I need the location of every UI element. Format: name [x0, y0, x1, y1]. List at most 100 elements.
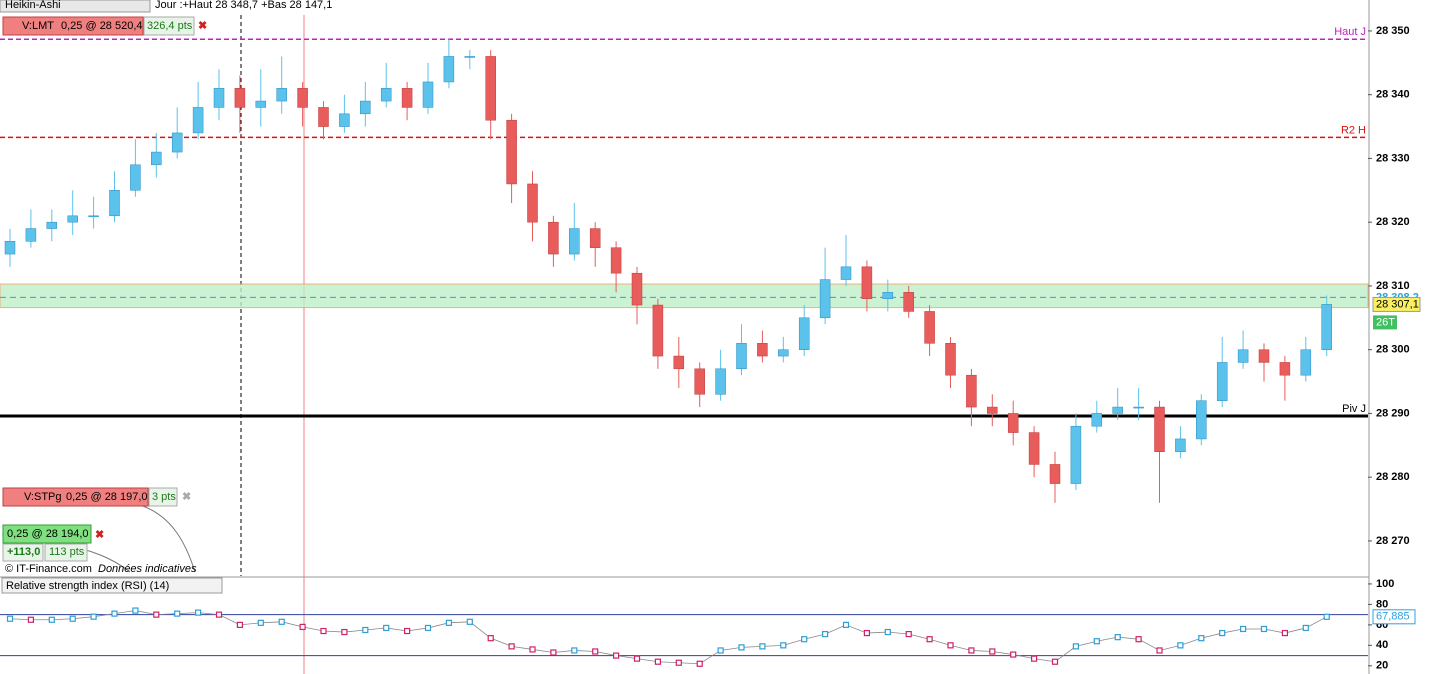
- y-tick-label: 28 320: [1376, 216, 1410, 228]
- connector: [139, 504, 196, 573]
- rsi-point: [1323, 613, 1330, 620]
- candle-body: [1216, 362, 1228, 401]
- y-tick-label: 100: [1376, 578, 1394, 590]
- rsi-point: [48, 616, 55, 623]
- candle-body: [1133, 406, 1144, 409]
- rsi-point: [111, 610, 118, 617]
- candle-body: [819, 279, 831, 319]
- candle-body: [778, 349, 789, 357]
- rsi-point: [1156, 647, 1163, 654]
- candle-body: [945, 343, 956, 376]
- y-tick-label: 28 340: [1376, 89, 1410, 101]
- candle-body: [694, 368, 705, 395]
- rsi-title-box: [1, 577, 223, 594]
- candle-body: [88, 215, 99, 218]
- rsi-point: [341, 628, 348, 636]
- rsi-point: [654, 658, 662, 665]
- candle-body: [798, 317, 810, 350]
- rsi-point: [696, 660, 703, 667]
- rsi-point: [759, 643, 766, 650]
- y-tick-label: 28 350: [1376, 25, 1410, 37]
- rsi-point: [174, 610, 181, 617]
- rsi-point: [1219, 629, 1226, 637]
- candle-body: [631, 272, 643, 306]
- candle-body: [1196, 400, 1207, 440]
- pts-box: [143, 16, 195, 36]
- rsi-point: [926, 636, 933, 643]
- candle-body: [1049, 464, 1061, 484]
- order-side: V:STPg: [24, 491, 62, 503]
- candle-body: [987, 406, 998, 414]
- plot: 28 350 28 340 28 330 28 320 28 310 28 300 28 2…: [0, 25, 1421, 672]
- order-box[interactable]: [2, 16, 144, 36]
- rsi-point: [863, 629, 871, 637]
- rsi-point: [236, 621, 243, 628]
- position-detail: 0,25 @ 28 194,0: [7, 528, 89, 540]
- candle-body: [736, 343, 747, 370]
- rsi-point: [612, 652, 620, 659]
- cancel[interactable]: ✖: [182, 491, 191, 503]
- candle-body: [610, 247, 622, 274]
- info: Jour :+Haut 28 348,7 +Bas 28 147,1: [155, 0, 332, 11]
- candle-body: [151, 151, 162, 166]
- candle-body: [757, 343, 768, 357]
- tick-count-box: [1373, 315, 1397, 330]
- level-label: Piv J: [1342, 403, 1366, 415]
- rsi-point: [550, 649, 557, 656]
- candle-body: [339, 113, 350, 127]
- candle-body: [1091, 413, 1103, 427]
- rsi-point: [968, 647, 975, 654]
- candle-body: [1321, 304, 1332, 350]
- candle-body: [360, 100, 371, 115]
- order-detail: 0,25 @ 28 520,4: [61, 20, 143, 32]
- rsi-point: [780, 642, 787, 649]
- position-box[interactable]: [2, 524, 92, 544]
- cancel[interactable]: ✖: [198, 20, 207, 32]
- candle-body: [401, 88, 413, 108]
- rsi-point: [1010, 651, 1017, 658]
- rsi-point: [1281, 629, 1289, 637]
- candle-body: [109, 190, 120, 217]
- rsi-line: [9, 610, 1327, 665]
- rsi-point: [675, 659, 682, 666]
- rsi-point: [633, 655, 641, 662]
- y-tick-label: 28 310: [1376, 280, 1410, 292]
- candle-body: [46, 221, 58, 229]
- style-label[interactable]: Heikin-Ashi: [5, 0, 61, 11]
- rsi-point: [508, 643, 515, 650]
- candle-body: [297, 88, 308, 108]
- position-pnl: +113,0: [7, 546, 40, 558]
- candle-body: [527, 183, 538, 223]
- rsi-point: [1051, 658, 1059, 665]
- candle-body: [67, 215, 78, 223]
- rsi-point: [69, 615, 76, 622]
- candle-body: [569, 228, 580, 255]
- candle-body: [840, 266, 852, 280]
- candle-body: [1007, 413, 1019, 433]
- candle-body: [485, 56, 496, 121]
- rsi-point: [1093, 638, 1100, 645]
- y-tick-label: 28 290: [1376, 407, 1410, 419]
- candle-body: [276, 88, 287, 102]
- close-position[interactable]: ✖: [95, 529, 104, 541]
- rsi-point: [362, 626, 369, 634]
- position-pts: 113 pts: [49, 546, 85, 558]
- rsi-point: [1239, 625, 1247, 633]
- order-box[interactable]: [2, 487, 149, 507]
- pnl-box: [2, 543, 44, 562]
- rsi-point: [571, 647, 578, 654]
- candle-body: [422, 81, 434, 108]
- rsi-point: [6, 615, 14, 622]
- candle-body: [4, 241, 16, 255]
- candle-body: [213, 88, 225, 108]
- rsi-point: [529, 646, 536, 653]
- rsi-point: [989, 648, 996, 655]
- candle-body: [1300, 349, 1312, 376]
- tick-count: 26T: [1376, 316, 1395, 328]
- rsi-point: [299, 623, 306, 631]
- candle-body: [171, 132, 183, 153]
- rsi-point: [1114, 634, 1121, 641]
- footer-note: Données indicatives: [98, 563, 197, 575]
- rsi-point: [487, 635, 494, 642]
- candle-body: [25, 228, 37, 242]
